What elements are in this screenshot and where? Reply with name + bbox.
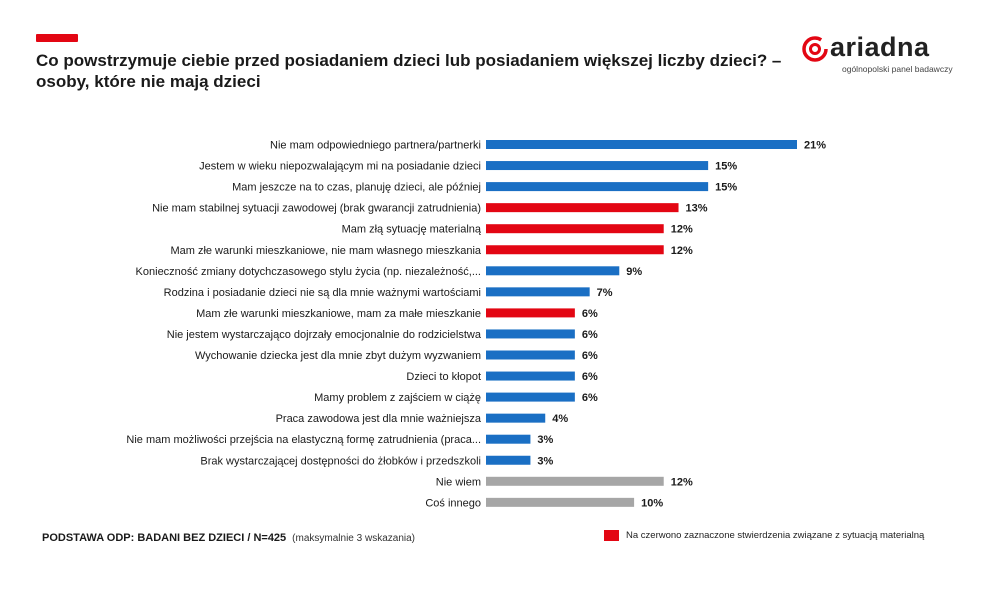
category-label: Dzieci to kłopot xyxy=(406,371,481,383)
value-label: 10% xyxy=(641,497,663,509)
category-label: Wychowanie dziecka jest dla mnie zbyt du… xyxy=(195,350,481,362)
bar xyxy=(486,140,797,149)
bar xyxy=(486,224,664,234)
bar xyxy=(486,182,709,192)
category-label: Nie jestem wystarczająco dojrzały emocjo… xyxy=(167,329,482,341)
bar xyxy=(486,455,531,465)
bar xyxy=(486,245,664,255)
value-label: 9% xyxy=(626,266,642,278)
category-label: Nie mam odpowiedniego partnera/partnerki xyxy=(270,140,481,152)
bar xyxy=(486,329,575,339)
value-label: 3% xyxy=(537,455,553,467)
category-label: Brak wystarczającej dostępności do żłobk… xyxy=(200,455,481,467)
bar xyxy=(486,497,635,507)
bar xyxy=(486,350,575,360)
value-label: 6% xyxy=(582,308,598,320)
sample-base-note: PODSTAWA ODP: BADANI BEZ DZIECI / N=425 (… xyxy=(42,532,415,544)
logo-tagline: ogólnopolski panel badawczy xyxy=(842,64,953,74)
category-label: Mam złe warunki mieszkaniowe, mam za mał… xyxy=(196,308,481,320)
answers-note: (maksymalnie 3 wskazania) xyxy=(292,533,415,544)
category-label: Praca zawodowa jest dla mnie ważniejsza xyxy=(276,413,482,425)
bar xyxy=(486,308,575,318)
bar xyxy=(486,266,620,276)
value-label: 6% xyxy=(582,392,598,404)
category-label: Nie wiem xyxy=(436,476,481,488)
ariadna-logo: ariadna ogólnopolski panel badawczy xyxy=(800,32,960,78)
value-label: 15% xyxy=(715,161,737,173)
category-label: Jestem w wieku niepozwalającym mi na pos… xyxy=(199,161,481,173)
value-label: 12% xyxy=(671,245,693,257)
value-label: 4% xyxy=(552,413,568,425)
bar xyxy=(486,392,575,402)
value-label: 15% xyxy=(715,182,737,194)
category-label: Nie mam możliwości przejścia na elastycz… xyxy=(126,434,481,446)
bar xyxy=(486,434,531,444)
category-label: Konieczność zmiany dotychczasowego stylu… xyxy=(136,266,481,278)
value-label: 21% xyxy=(804,140,826,152)
value-label: 6% xyxy=(582,371,598,383)
bar xyxy=(486,371,575,381)
value-label: 7% xyxy=(597,287,613,299)
bar xyxy=(486,413,546,423)
value-label: 6% xyxy=(582,329,598,341)
category-label: Mam złe warunki mieszkaniowe, nie mam wł… xyxy=(170,245,481,257)
value-label: 12% xyxy=(671,476,693,488)
logo-wordmark: ariadna xyxy=(830,32,930,62)
bar xyxy=(486,287,590,297)
legend-label: Na czerwono zaznaczone stwierdzenia zwią… xyxy=(626,530,925,541)
bar xyxy=(486,203,679,213)
category-label: Mamy problem z zajściem w ciążę xyxy=(314,392,481,404)
accent-bar xyxy=(36,34,78,42)
bar xyxy=(486,476,664,486)
bar xyxy=(486,161,709,171)
value-label: 12% xyxy=(671,224,693,236)
value-label: 6% xyxy=(582,350,598,362)
sample-base: PODSTAWA ODP: BADANI BEZ DZIECI / N=425 xyxy=(42,532,287,544)
ariadna-spiral-icon xyxy=(802,36,828,62)
category-label: Mam jeszcze na to czas, planuję dzieci, … xyxy=(232,182,481,194)
value-label: 3% xyxy=(537,434,553,446)
legend-swatch-red xyxy=(604,530,619,541)
chart-title: Co powstrzymuje ciebie przed posiadaniem… xyxy=(36,51,782,91)
category-label: Coś innego xyxy=(425,497,481,509)
category-label: Mam złą sytuację materialną xyxy=(342,224,482,236)
value-label: 13% xyxy=(686,203,708,215)
category-label: Rodzina i posiadanie dzieci nie są dla m… xyxy=(164,287,481,299)
category-label: Nie mam stabilnej sytuacji zawodowej (br… xyxy=(152,203,481,215)
legend: Na czerwono zaznaczone stwierdzenia zwią… xyxy=(604,530,924,541)
